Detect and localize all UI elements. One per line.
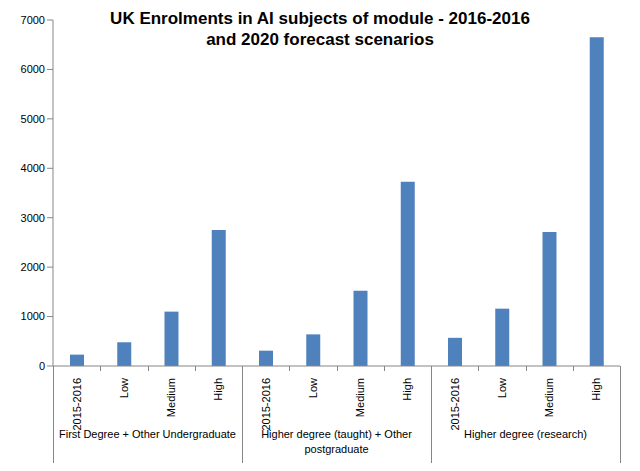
svg-text:0: 0	[39, 360, 45, 372]
svg-text:Medium: Medium	[354, 378, 366, 417]
html-text:Higher degree (taught) + Other: Higher degree (taught) + Other postgradu…	[261, 428, 412, 455]
html-text:UK Enrolments in AI subjects o: UK Enrolments in AI subjects of module -…	[110, 9, 530, 28]
svg-text:2015-2016: 2015-2016	[449, 378, 461, 431]
svg-text:4000: 4000	[21, 162, 45, 174]
html-text:First Degree + Other Undergrad: First Degree + Other Undergraduate	[59, 428, 236, 440]
svg-text:Low: Low	[496, 378, 508, 398]
svg-text:Low: Low	[118, 378, 130, 398]
svg-text:3000: 3000	[21, 212, 45, 224]
svg-text:6000: 6000	[21, 63, 45, 75]
svg-text:2015-2016: 2015-2016	[71, 378, 83, 431]
html-text:Higher degree (research): Higher degree (research)	[464, 428, 587, 440]
svg-text:Medium: Medium	[543, 378, 555, 417]
svg-text:High: High	[401, 378, 413, 401]
svg-text:2015-2016: 2015-2016	[260, 378, 272, 431]
svg-text:1000: 1000	[21, 310, 45, 322]
svg-text:7000: 7000	[21, 14, 45, 26]
svg-text:High: High	[590, 378, 602, 401]
svg-text:Medium: Medium	[165, 378, 177, 417]
svg-text:Low: Low	[307, 378, 319, 398]
svg-text:High: High	[212, 378, 224, 401]
svg-text:5000: 5000	[21, 113, 45, 125]
html-text:and 2020 forecast scenarios: and 2020 forecast scenarios	[206, 30, 434, 49]
svg-text:2000: 2000	[21, 261, 45, 273]
